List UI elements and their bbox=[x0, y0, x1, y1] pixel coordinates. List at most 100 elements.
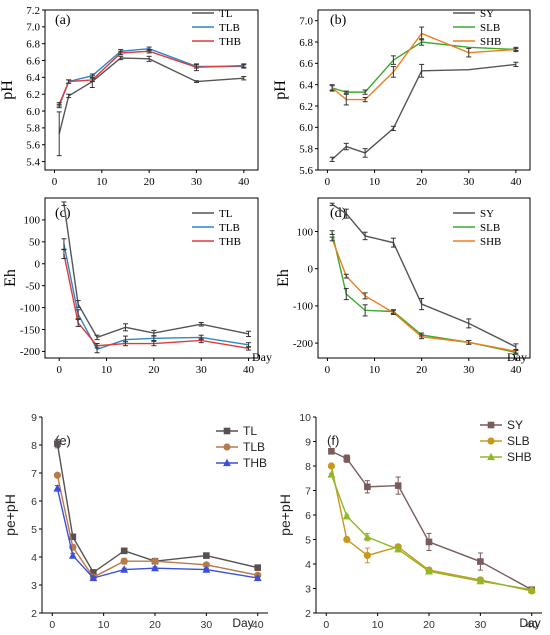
y-tick-label: 6.0 bbox=[26, 106, 40, 118]
legend-label: SLB bbox=[507, 434, 530, 448]
y-tick-label: 3 bbox=[305, 583, 311, 595]
plot-frame bbox=[317, 9, 531, 171]
data-point bbox=[53, 471, 62, 479]
data-point bbox=[254, 564, 262, 571]
data-point bbox=[476, 576, 485, 585]
legend-label: SHB bbox=[507, 450, 532, 464]
legend-label: THB bbox=[243, 456, 267, 470]
data-point bbox=[151, 557, 159, 565]
x-tick-label: 30 bbox=[463, 364, 475, 376]
data-point bbox=[342, 511, 351, 520]
x-tick-label: 0 bbox=[325, 176, 331, 188]
y-tick-label: 0 bbox=[35, 259, 41, 271]
legend-marker bbox=[223, 427, 231, 435]
legend-entry-sy: SY bbox=[480, 418, 523, 432]
legend-marker bbox=[223, 443, 231, 451]
data-point bbox=[394, 482, 402, 489]
x-tick-label: 20 bbox=[416, 176, 428, 188]
series-line bbox=[63, 253, 249, 350]
legend-label: SY bbox=[480, 8, 494, 20]
y-tick-label: 9 bbox=[31, 412, 37, 424]
y-tick-label: 4 bbox=[305, 559, 311, 571]
data-point bbox=[68, 551, 77, 559]
legend-marker bbox=[487, 437, 495, 445]
y-tick-label: 6.4 bbox=[26, 72, 40, 84]
y-axis-label: Eh bbox=[275, 269, 292, 287]
data-point bbox=[327, 470, 336, 478]
y-tick-label: 7.2 bbox=[26, 5, 40, 17]
legend-entry-slb: SLB bbox=[453, 22, 500, 34]
series-tlb bbox=[61, 238, 252, 354]
legend-label: THB bbox=[219, 36, 241, 48]
data-point bbox=[477, 558, 484, 565]
legend-label: SY bbox=[507, 418, 523, 432]
data-point bbox=[202, 561, 210, 569]
x-tick-label: 0 bbox=[323, 619, 329, 631]
legend-label: TLB bbox=[219, 22, 240, 34]
data-point bbox=[89, 573, 98, 582]
x-axis-label: Day bbox=[252, 350, 272, 364]
y-tick-label: 6 bbox=[305, 510, 311, 522]
y-tick-label: 5 bbox=[31, 524, 37, 536]
y-tick-label: 7 bbox=[305, 485, 311, 497]
x-tick-label: 20 bbox=[149, 619, 161, 631]
data-point bbox=[328, 448, 335, 455]
legend-label: TL bbox=[243, 424, 257, 438]
legend-marker bbox=[487, 421, 495, 429]
data-point bbox=[425, 567, 433, 575]
data-point bbox=[253, 573, 262, 582]
x-axis-label: Day bbox=[519, 616, 540, 630]
legend-entry-thb: THB bbox=[216, 456, 267, 470]
plot-frame bbox=[44, 9, 259, 171]
x-tick-label: 10 bbox=[369, 364, 381, 376]
legend-entry-tl: TL bbox=[192, 208, 233, 220]
x-tick-label: 10 bbox=[101, 364, 113, 376]
y-tick-label: -100 bbox=[293, 301, 314, 313]
x-tick-label: 30 bbox=[475, 619, 487, 631]
y-tick-label: 6.0 bbox=[299, 122, 313, 134]
x-tick-label: 40 bbox=[526, 619, 538, 631]
legend-entry-shb: SHB bbox=[453, 236, 501, 248]
y-tick-label: -200 bbox=[20, 346, 41, 358]
x-tick-label: 10 bbox=[372, 619, 384, 631]
data-point bbox=[343, 535, 351, 544]
x-tick-label: 20 bbox=[148, 364, 160, 376]
series-line bbox=[331, 63, 516, 160]
series-tl bbox=[61, 201, 252, 341]
y-tick-label: 100 bbox=[297, 226, 314, 238]
legend-marker bbox=[487, 452, 495, 461]
y-tick-label: 0 bbox=[308, 263, 314, 275]
data-point bbox=[363, 532, 372, 541]
y-tick-label: -150 bbox=[20, 324, 41, 336]
y-axis-label: pe+pH bbox=[277, 494, 293, 536]
x-tick-label: 40 bbox=[510, 176, 522, 188]
x-axis-label: Day bbox=[507, 350, 527, 364]
panel-d: -200 -100 0 100 0 10 20 30 40 Eh Day (d) SY SLB SHB bbox=[275, 197, 531, 376]
x-tick-label: 40 bbox=[243, 364, 255, 376]
y-tick-label: 5 bbox=[305, 534, 311, 546]
series-sy bbox=[329, 202, 519, 351]
y-tick-label: 8 bbox=[305, 461, 311, 473]
x-tick-label: 30 bbox=[196, 364, 208, 376]
legend-label: TL bbox=[219, 208, 233, 220]
x-tick-label: 20 bbox=[416, 364, 428, 376]
y-tick-label: 100 bbox=[24, 215, 41, 227]
x-tick-label: 40 bbox=[510, 364, 522, 376]
plot-frame bbox=[317, 197, 531, 359]
legend-entry-tlb: TLB bbox=[216, 440, 265, 454]
legend-entry-slb: SLB bbox=[453, 222, 500, 234]
series-tl bbox=[54, 438, 262, 576]
legend-entry-thb: THB bbox=[192, 236, 241, 248]
series-line bbox=[56, 488, 258, 579]
legend-entry-thb: THB bbox=[192, 36, 241, 48]
y-tick-label: 7.0 bbox=[299, 15, 313, 27]
series-thb bbox=[56, 49, 247, 107]
data-point bbox=[120, 547, 128, 555]
series-sy bbox=[329, 61, 519, 162]
x-tick-label: 40 bbox=[238, 176, 250, 188]
x-tick-label: 30 bbox=[201, 619, 213, 631]
panel-label: (a) bbox=[55, 13, 71, 28]
y-tick-label: 6.8 bbox=[299, 37, 313, 49]
